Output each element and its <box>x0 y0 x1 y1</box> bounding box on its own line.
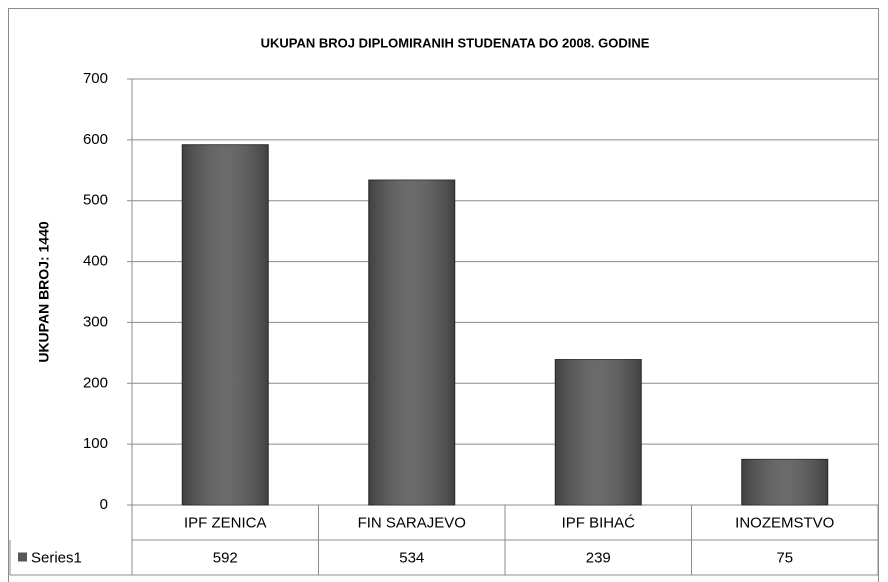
bar-shade <box>182 144 269 505</box>
y-tick-label: 600 <box>83 131 108 148</box>
x-tick-label: IPF BIHAĆ <box>562 514 636 531</box>
x-tick-label: FIN SARAJEVO <box>358 514 466 531</box>
x-tick-label: INOZEMSTVO <box>735 514 834 531</box>
legend-label: Series1 <box>31 549 82 566</box>
bar-shade <box>741 459 828 505</box>
y-axis-title: UKUPAN BROJ: 1440 <box>36 221 52 363</box>
y-tick-label: 300 <box>83 313 108 330</box>
y-tick-label: 400 <box>83 253 108 270</box>
legend-key <box>18 552 27 562</box>
y-tick-label: 500 <box>83 192 108 209</box>
chart-title: UKUPAN BROJ DIPLOMIRANIH STUDENATA DO 20… <box>261 35 650 50</box>
table-value: 534 <box>399 549 424 566</box>
bar-shade <box>368 180 455 505</box>
y-tick-label: 200 <box>83 374 108 391</box>
bar-shade <box>555 359 642 505</box>
table-value: 75 <box>776 549 793 566</box>
table-value: 239 <box>586 549 611 566</box>
x-tick-label: IPF ZENICA <box>184 514 267 531</box>
y-tick-label: 0 <box>100 496 108 513</box>
table-value: 592 <box>213 549 238 566</box>
y-tick-label: 100 <box>83 435 108 452</box>
y-tick-label: 700 <box>83 70 108 87</box>
